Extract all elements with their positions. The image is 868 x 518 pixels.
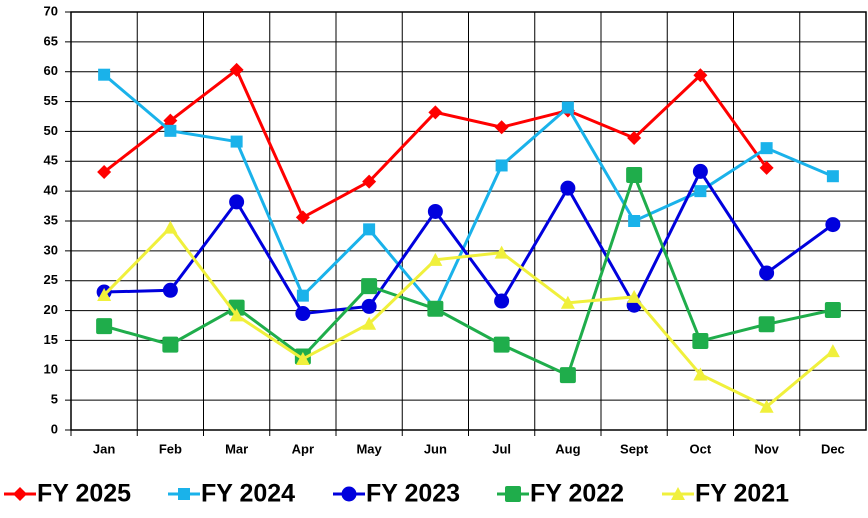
legend-label: FY 2022 xyxy=(530,480,624,508)
marker xyxy=(692,163,708,179)
x-tick-label: Jan xyxy=(93,441,115,456)
marker xyxy=(494,293,510,309)
y-tick-label: 50 xyxy=(44,123,58,138)
y-tick-label: 70 xyxy=(44,3,58,18)
x-tick-label: Dec xyxy=(821,441,845,456)
marker xyxy=(494,245,509,259)
marker xyxy=(362,174,377,189)
marker xyxy=(13,487,27,501)
marker xyxy=(760,142,773,155)
marker xyxy=(295,210,310,225)
y-tick-label: 45 xyxy=(44,153,58,168)
y-tick-label: 25 xyxy=(44,272,58,287)
marker xyxy=(626,167,643,184)
marker xyxy=(759,160,774,175)
marker xyxy=(229,62,244,77)
marker xyxy=(560,180,576,196)
marker xyxy=(692,333,709,350)
marker xyxy=(296,289,309,302)
marker xyxy=(627,130,642,145)
legend-label: FY 2024 xyxy=(201,480,295,508)
y-tick-label: 65 xyxy=(44,33,58,48)
x-tick-label: Jul xyxy=(492,441,511,456)
marker xyxy=(495,159,508,172)
series-line xyxy=(103,225,834,409)
marker xyxy=(693,68,708,83)
y-tick-label: 60 xyxy=(44,63,58,78)
marker xyxy=(505,486,521,502)
marker xyxy=(825,344,840,358)
marker xyxy=(295,306,311,322)
marker xyxy=(560,295,575,309)
series-line xyxy=(103,170,834,378)
marker xyxy=(759,399,774,413)
marker xyxy=(759,265,775,281)
marker xyxy=(628,215,641,227)
marker xyxy=(427,203,443,219)
y-tick-label: 40 xyxy=(44,183,58,198)
marker xyxy=(229,308,244,322)
marker xyxy=(163,220,178,234)
y-tick-label: 5 xyxy=(51,392,58,407)
marker xyxy=(98,68,111,81)
x-tick-label: Sept xyxy=(620,441,649,456)
marker xyxy=(494,120,509,135)
marker xyxy=(826,170,839,183)
marker xyxy=(428,105,443,120)
x-tick-label: Oct xyxy=(690,441,712,456)
marker xyxy=(178,488,190,500)
y-tick-label: 30 xyxy=(44,242,58,257)
legend-label: FY 2023 xyxy=(366,480,460,508)
x-tick-label: Aug xyxy=(555,441,580,456)
marker xyxy=(295,351,310,365)
x-tick-label: Jun xyxy=(424,441,447,456)
marker xyxy=(428,252,443,266)
marker xyxy=(824,301,841,318)
y-tick-label: 15 xyxy=(44,332,58,347)
marker xyxy=(362,316,377,330)
y-tick-label: 20 xyxy=(44,302,58,317)
marker xyxy=(363,223,376,236)
marker xyxy=(825,217,841,233)
y-tick-label: 35 xyxy=(44,212,58,227)
marker xyxy=(694,185,707,198)
marker xyxy=(493,336,510,353)
marker xyxy=(427,300,444,317)
marker xyxy=(163,113,178,128)
marker xyxy=(559,367,576,384)
marker xyxy=(361,298,377,314)
plot-border xyxy=(70,11,867,431)
x-tick-label: Feb xyxy=(159,441,182,456)
x-tick-label: Mar xyxy=(225,441,248,456)
marker xyxy=(97,165,112,180)
x-tick-label: Nov xyxy=(754,441,779,456)
marker xyxy=(229,194,245,210)
y-tick-label: 0 xyxy=(51,421,58,436)
legend-label: FY 2025 xyxy=(37,480,131,508)
x-tick-label: May xyxy=(356,441,382,456)
marker xyxy=(361,278,378,295)
x-tick-label: Apr xyxy=(292,441,314,456)
marker xyxy=(341,486,357,502)
marker xyxy=(671,487,685,500)
marker xyxy=(693,367,708,381)
legend-label: FY 2021 xyxy=(695,480,789,508)
marker xyxy=(561,101,574,114)
marker xyxy=(96,318,113,335)
marker xyxy=(162,282,178,298)
series-line xyxy=(103,73,834,312)
marker xyxy=(162,336,179,353)
y-tick-label: 10 xyxy=(44,362,58,377)
y-tick-label: 55 xyxy=(44,93,58,108)
marker xyxy=(627,289,642,303)
marker xyxy=(758,316,775,333)
marker xyxy=(164,124,177,137)
marker xyxy=(97,288,112,302)
marker xyxy=(230,135,243,148)
